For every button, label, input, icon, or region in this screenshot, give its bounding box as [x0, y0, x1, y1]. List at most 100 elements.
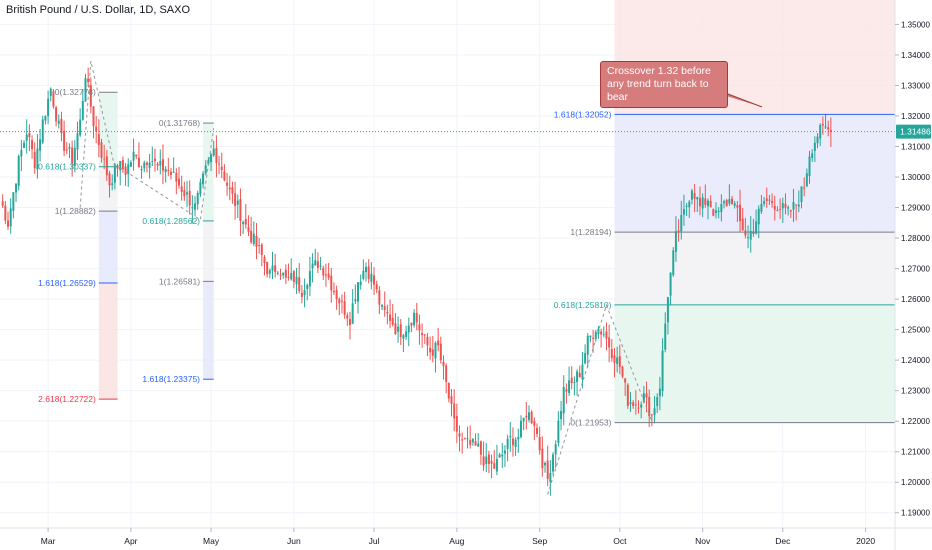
- candle-body: [7, 220, 10, 227]
- candle-body: [295, 276, 298, 285]
- candle-body: [626, 384, 629, 406]
- candle-body: [573, 382, 576, 384]
- candle-body: [509, 436, 512, 438]
- candle-body: [194, 203, 197, 210]
- candle-body: [287, 276, 290, 278]
- candle-body: [530, 411, 533, 424]
- fib-level-label: 2.618(1.22722): [38, 394, 96, 404]
- candle-body: [282, 272, 285, 276]
- price-tick-label: 1.34000: [901, 51, 930, 60]
- candle-body: [362, 270, 365, 279]
- candle-body: [557, 420, 560, 444]
- candle-body: [402, 335, 405, 339]
- candle-body: [178, 178, 180, 186]
- candle-body: [498, 454, 501, 458]
- candle-body: [546, 460, 549, 479]
- candle-body: [73, 147, 76, 166]
- candle-body: [215, 148, 218, 163]
- candle-body: [156, 163, 159, 166]
- candle-body: [741, 218, 744, 231]
- candle-body: [314, 260, 317, 266]
- candle-body: [47, 98, 50, 117]
- candle-body: [228, 187, 231, 190]
- candle-body: [733, 203, 736, 206]
- candle-body: [60, 118, 63, 134]
- candle-body: [332, 290, 335, 293]
- candle-body: [76, 133, 79, 150]
- candle-body: [418, 324, 421, 331]
- candle-body: [682, 209, 685, 215]
- candle-body: [808, 156, 811, 176]
- candle-body: [290, 273, 293, 280]
- candle-body: [704, 198, 707, 205]
- candle-body: [827, 127, 830, 130]
- candle-body: [624, 378, 627, 383]
- candle-body: [431, 349, 434, 356]
- candle-body: [52, 91, 55, 107]
- candle-body: [370, 273, 373, 282]
- candle-body: [292, 271, 295, 282]
- candle-body: [87, 78, 90, 83]
- candle-body: [562, 386, 565, 414]
- candle-body: [493, 463, 496, 469]
- candle-body: [747, 237, 750, 239]
- callout-annotation[interactable]: Crossover 1.32 before any trend turn bac…: [600, 61, 728, 108]
- candle-body: [554, 444, 557, 455]
- candle-body: [527, 412, 530, 420]
- fib-level-label: 0.618(1.25810): [554, 300, 612, 310]
- candle-body: [637, 407, 640, 409]
- candle-body: [121, 160, 124, 170]
- price-tick-label: 1.28000: [901, 234, 930, 243]
- candle-body: [658, 388, 661, 397]
- candle-body: [477, 443, 480, 447]
- candle-body: [458, 433, 461, 437]
- candle-body: [666, 297, 669, 323]
- fib-level-label: 0.618(1.30337): [38, 162, 96, 172]
- candle-body: [140, 169, 143, 171]
- candle-body: [442, 361, 445, 367]
- candle-body: [191, 207, 194, 209]
- candle-body: [642, 393, 645, 402]
- candle-body: [153, 158, 156, 162]
- candle-body: [266, 261, 269, 275]
- candle-body: [263, 257, 266, 263]
- candle-body: [103, 158, 106, 160]
- candle-body: [787, 207, 790, 209]
- candle-body: [55, 107, 58, 122]
- candle-body: [792, 201, 795, 210]
- candle-body: [354, 299, 357, 302]
- time-tick-label: Mar: [41, 536, 56, 546]
- candle-body: [381, 304, 384, 307]
- candle-body: [685, 205, 688, 207]
- candle-body: [610, 348, 613, 359]
- candle-body: [20, 150, 23, 157]
- fib-zone: [203, 123, 214, 221]
- candle-body: [236, 200, 239, 205]
- candle-body: [744, 230, 747, 236]
- candle-body: [568, 380, 571, 393]
- candle-body: [771, 200, 774, 204]
- fib-level-label: 0(1.32778): [55, 87, 96, 97]
- candle-body: [89, 84, 92, 107]
- candle-body: [768, 199, 771, 201]
- fib-zone: [98, 282, 118, 400]
- candle-body: [95, 126, 98, 132]
- candle-body: [199, 182, 202, 195]
- candle-body: [212, 148, 215, 156]
- fib-level-label: 0(1.21953): [570, 418, 611, 428]
- candle-body: [308, 271, 311, 287]
- candle-body: [696, 196, 699, 200]
- candle-body: [161, 159, 164, 171]
- candle-body: [600, 331, 603, 335]
- candle-body: [319, 265, 322, 267]
- candle-body: [816, 136, 819, 144]
- candle-body: [127, 164, 130, 175]
- candle-body: [712, 209, 715, 216]
- candle-body: [709, 201, 712, 208]
- candle-body: [298, 277, 301, 291]
- candle-body: [397, 326, 400, 332]
- candle-body: [84, 78, 87, 102]
- candle-body: [242, 221, 245, 225]
- candle-body: [688, 201, 691, 208]
- candle-body: [725, 199, 728, 206]
